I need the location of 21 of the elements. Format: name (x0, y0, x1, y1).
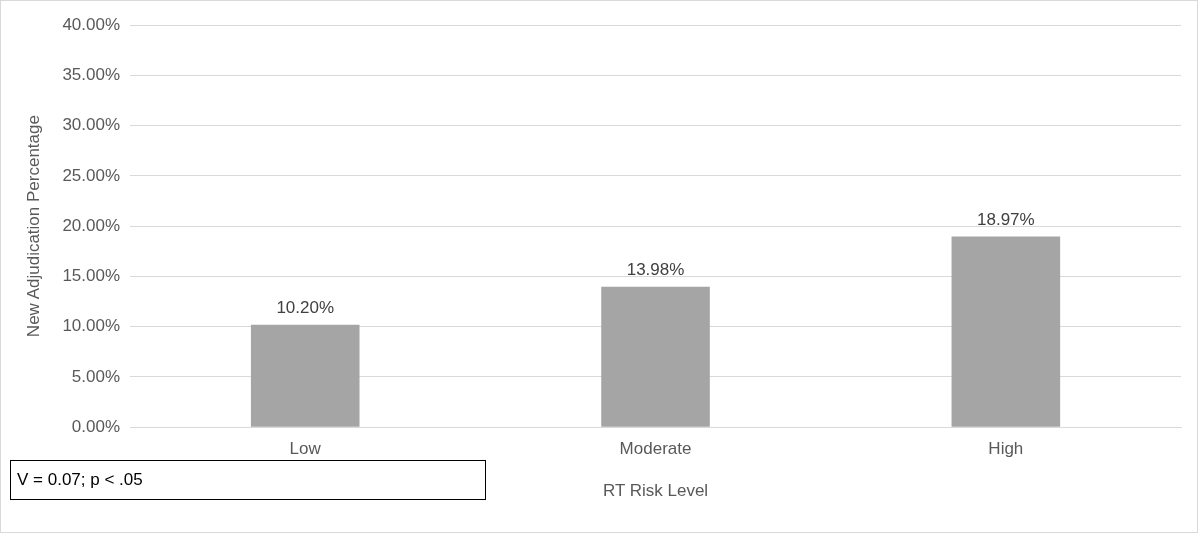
x-tick-label: Moderate (619, 439, 692, 459)
y-tick-label: 25.00% (62, 165, 121, 185)
y-tick-label: 20.00% (62, 215, 121, 235)
data-label: 18.97% (977, 209, 1035, 229)
bar (601, 286, 710, 427)
x-axis-title: RT Risk Level (602, 481, 709, 501)
y-tick-label: 40.00% (62, 14, 121, 34)
y-tick-label: 15.00% (62, 266, 121, 286)
y-tick-label: 5.00% (71, 366, 121, 386)
text: V = 0.07; p < .05 (10, 460, 486, 500)
y-axis-title: New Adjudication Percentage (23, 115, 43, 338)
bar (250, 324, 360, 427)
y-tick-label: 0.00% (71, 416, 121, 436)
y-tick-label: 35.00% (62, 64, 121, 84)
x-tick-label: High (988, 439, 1024, 459)
x-tick-label: Low (289, 439, 322, 459)
data-label: 13.98% (626, 259, 685, 279)
y-tick-label: 30.00% (62, 115, 121, 135)
data-label: 10.20% (276, 297, 335, 317)
y-tick-label: 10.00% (62, 316, 121, 336)
bar (951, 236, 1061, 427)
